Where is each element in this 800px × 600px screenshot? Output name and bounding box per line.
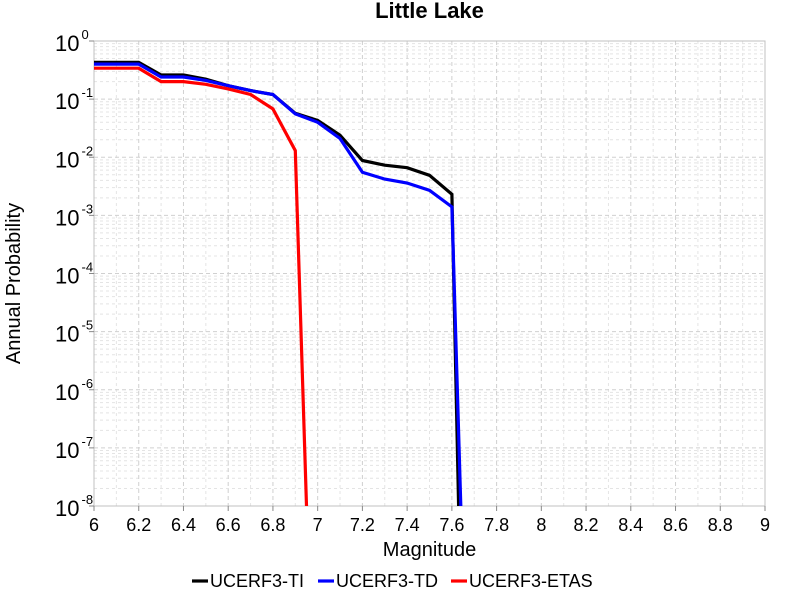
y-tick-base: 10 xyxy=(55,438,79,463)
y-tick-base: 10 xyxy=(55,31,79,56)
y-tick-exponent: -5 xyxy=(81,318,93,333)
y-tick-exponent: -6 xyxy=(81,376,93,391)
y-tick-exponent: -4 xyxy=(81,260,93,275)
x-tick-label: 6.8 xyxy=(260,515,285,535)
y-tick-label: 10 -5 xyxy=(55,318,93,347)
legend-item-label: UCERF3-TD xyxy=(336,571,438,591)
x-tick-label: 7.6 xyxy=(439,515,464,535)
y-tick-base: 10 xyxy=(55,89,79,114)
y-tick-label: 10 -4 xyxy=(55,260,93,289)
y-tick-label: 10 -1 xyxy=(55,85,93,114)
x-tick-label: 9 xyxy=(760,515,770,535)
y-tick-base: 10 xyxy=(55,205,79,230)
chart-title: Little Lake xyxy=(375,0,484,23)
legend-item-label: UCERF3-ETAS xyxy=(469,571,593,591)
x-tick-label: 6.2 xyxy=(126,515,151,535)
series-line-ucerf3-td xyxy=(94,62,463,507)
x-tick-label: 8.4 xyxy=(618,515,643,535)
y-tick-exponent: -8 xyxy=(81,492,93,507)
y-tick-label: 10 -8 xyxy=(55,492,93,521)
y-tick-base: 10 xyxy=(55,322,79,347)
y-tick-label: 10 -2 xyxy=(55,143,93,172)
x-axis-label: Magnitude xyxy=(383,539,476,561)
x-tick-label: 7.2 xyxy=(350,515,375,535)
x-tick-label: 6.6 xyxy=(216,515,241,535)
x-tick-labels: 6 6.2 6.4 6.6 6.8 7 7.2 7.4 7.6 7.8 8 8.2 8.4 8.6 8.8 9 xyxy=(89,506,770,535)
x-tick-label: 7 xyxy=(313,515,323,535)
y-tick-base: 10 xyxy=(55,264,79,289)
y-tick-exponent: -2 xyxy=(81,143,93,158)
y-tick-label: 10 -7 xyxy=(55,434,93,463)
grid-minor xyxy=(94,41,765,506)
y-tick-exponent: -3 xyxy=(81,201,93,216)
series-layer xyxy=(94,60,463,507)
y-tick-label: 10 0 xyxy=(55,27,89,56)
legend-item-label: UCERF3-TI xyxy=(210,571,304,591)
x-tick-label: 8.2 xyxy=(574,515,599,535)
y-tick-base: 10 xyxy=(55,380,79,405)
y-axis-label: Annual Probability xyxy=(3,203,25,364)
y-tick-label: 10 -6 xyxy=(55,376,93,405)
legend: UCERF3-TI UCERF3-TD UCERF3-ETAS xyxy=(192,571,593,591)
y-tick-exponent: -1 xyxy=(81,85,93,100)
y-tick-label: 10 -3 xyxy=(55,201,93,230)
y-tick-base: 10 xyxy=(55,147,79,172)
x-tick-label: 8.8 xyxy=(708,515,733,535)
x-tick-label: 6 xyxy=(89,515,99,535)
y-tick-exponent: -7 xyxy=(81,434,93,449)
x-tick-label: 7.8 xyxy=(484,515,509,535)
x-tick-label: 7.4 xyxy=(395,515,420,535)
x-tick-label: 8 xyxy=(536,515,546,535)
y-tick-exponent: 0 xyxy=(81,27,88,42)
y-tick-base: 10 xyxy=(55,496,79,521)
x-tick-label: 6.4 xyxy=(171,515,196,535)
x-tick-label: 8.6 xyxy=(663,515,688,535)
series-line-ucerf3-etas xyxy=(94,66,309,507)
